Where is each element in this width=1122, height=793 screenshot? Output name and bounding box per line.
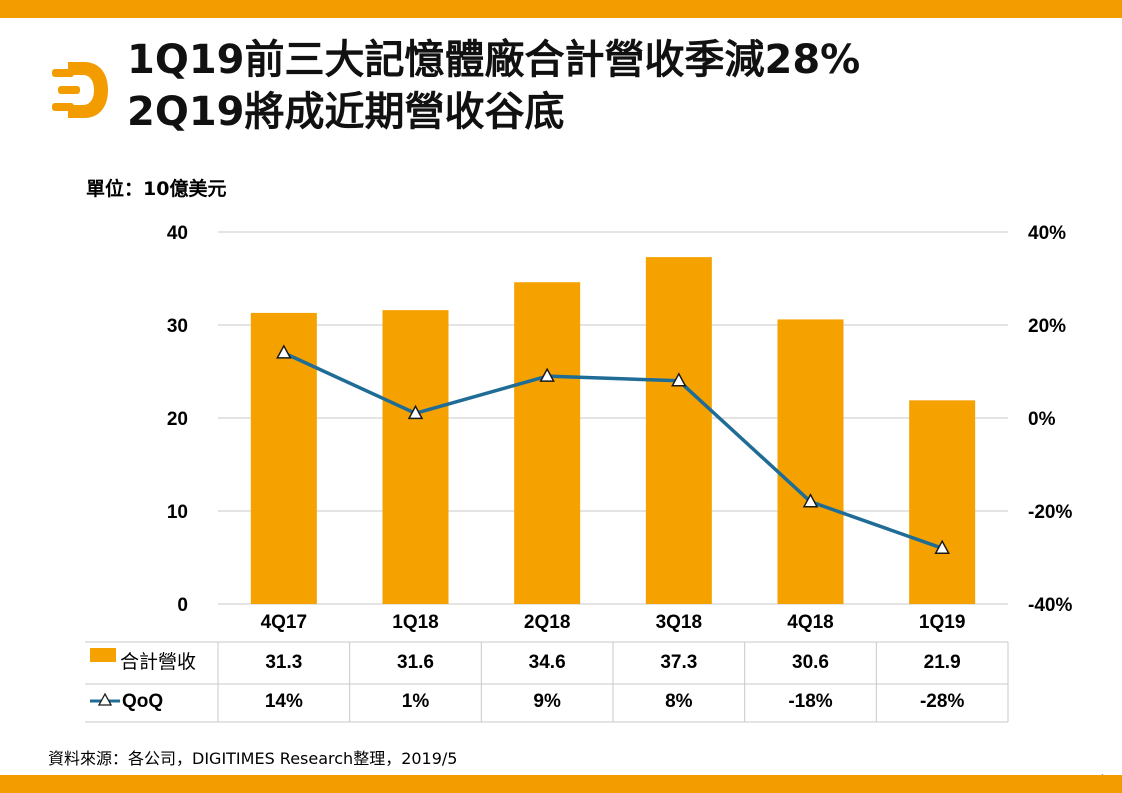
table-cell: 34.6 (529, 652, 566, 673)
table-cell: -18% (788, 691, 832, 712)
title-line-2: 2Q19將成近期營收谷底 (127, 89, 565, 135)
table-cell: 1% (402, 691, 430, 712)
legend-bar-label: 合計營收 (120, 651, 196, 673)
legend-line-label: QoQ (122, 691, 163, 712)
y-right-tick-label: 40% (1028, 223, 1066, 244)
table-cell: 31.6 (397, 652, 434, 673)
x-category-label: 2Q18 (524, 612, 570, 633)
qoq-point-marker (276, 344, 292, 359)
bar (777, 319, 844, 604)
y-left-tick-label: 30 (167, 316, 188, 337)
y-right-tick-label: -40% (1028, 595, 1072, 616)
legend-bar-swatch (90, 648, 116, 662)
qoq-point-marker (934, 539, 950, 554)
y-left-tick-label: 20 (167, 409, 188, 430)
y-left-tick-label: 0 (177, 595, 188, 616)
table-cell: 14% (265, 691, 303, 712)
top-accent-bar (0, 0, 1122, 18)
bottom-accent-bar (0, 775, 1122, 793)
qoq-point-marker (802, 493, 819, 508)
bar (382, 310, 449, 604)
unit-label: 單位：10億美元 (86, 178, 227, 200)
qoq-point-marker (539, 367, 555, 382)
qoq-line (283, 351, 943, 550)
x-category-label: 1Q19 (919, 612, 965, 633)
bar (645, 257, 712, 604)
y-right-tick-label: 20% (1028, 316, 1066, 337)
x-category-label: 3Q18 (656, 612, 702, 633)
legend-triangle-marker (97, 692, 113, 706)
table-cell: 8% (665, 691, 693, 712)
page-title: 1Q19前三大記憶體廠合計營收季減28% 2Q19將成近期營收谷底 (127, 34, 1027, 138)
source-note: 資料來源：各公司，DIGITIMES Research整理，2019/5 (48, 749, 458, 768)
digitimes-d-logo-icon (52, 62, 108, 118)
y-left-tick-label: 10 (167, 502, 188, 523)
table-cell: 30.6 (792, 652, 829, 673)
table-cell: -28% (920, 691, 964, 712)
table-cell: 37.3 (660, 652, 697, 673)
y-left-tick-label: 40 (167, 223, 188, 244)
qoq-point-marker (671, 372, 687, 387)
y-right-tick-label: -20% (1028, 502, 1072, 523)
title-line-1: 1Q19前三大記憶體廠合計營收季減28% (127, 37, 861, 83)
table-cell: 31.3 (265, 652, 302, 673)
x-category-label: 4Q17 (261, 612, 307, 633)
table-cell: 21.9 (924, 652, 961, 673)
bar (909, 400, 976, 604)
x-category-label: 1Q18 (392, 612, 438, 633)
y-right-tick-label: 0% (1028, 409, 1056, 430)
qoq-point-marker (407, 404, 424, 420)
table-cell: 9% (533, 691, 561, 712)
x-category-label: 4Q18 (787, 612, 833, 633)
bar (514, 282, 581, 604)
